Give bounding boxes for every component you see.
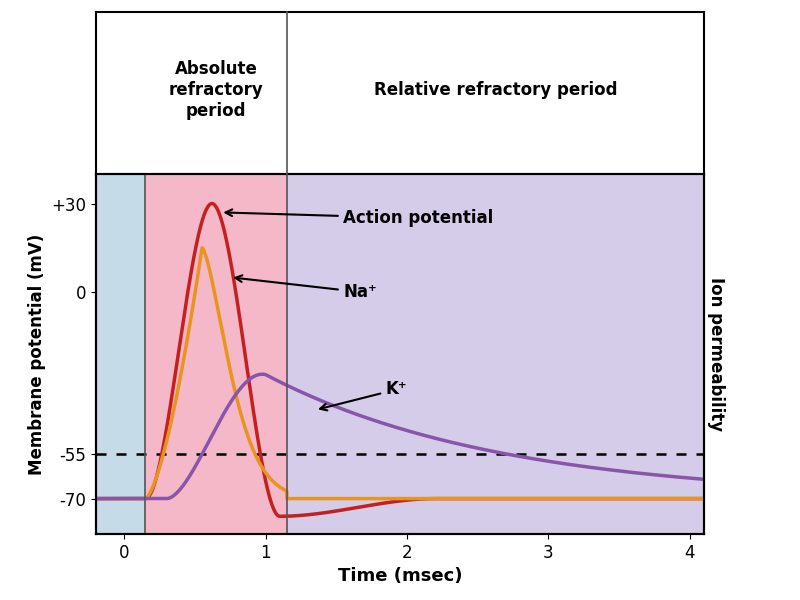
X-axis label: Time (msec): Time (msec) xyxy=(338,567,462,585)
Bar xyxy=(287,174,704,534)
Text: K⁺: K⁺ xyxy=(320,380,407,410)
Bar xyxy=(146,174,287,534)
Text: Na⁺: Na⁺ xyxy=(235,275,377,301)
Text: Relative refractory period: Relative refractory period xyxy=(374,81,617,99)
Y-axis label: Ion permeability: Ion permeability xyxy=(707,277,725,431)
Bar xyxy=(96,174,146,534)
Text: Absolute
refractory
period: Absolute refractory period xyxy=(169,60,263,119)
Y-axis label: Membrane potential (mV): Membrane potential (mV) xyxy=(28,233,46,475)
Text: Action potential: Action potential xyxy=(226,209,494,227)
